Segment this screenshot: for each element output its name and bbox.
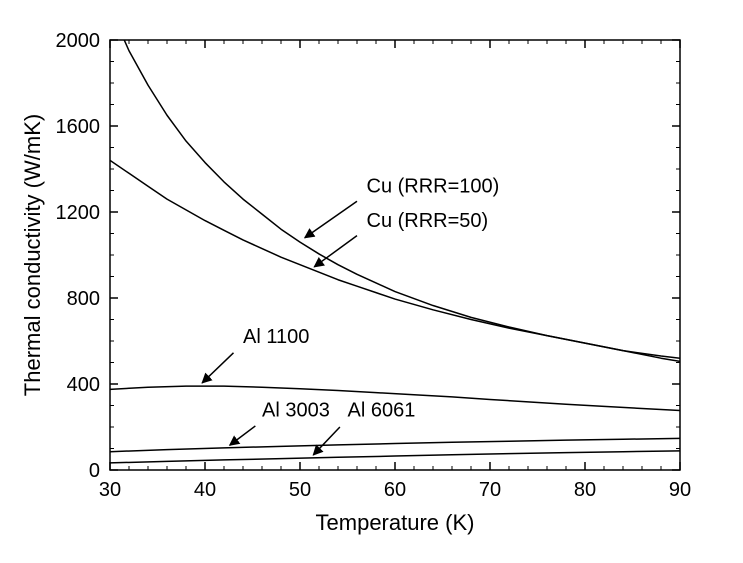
y-tick-label: 0 [89, 460, 100, 482]
y-tick-label: 1600 [56, 116, 101, 138]
x-axis-label: Temperature (K) [316, 510, 475, 535]
x-tick-label: 40 [194, 479, 216, 501]
x-tick-label: 50 [289, 479, 311, 501]
x-tick-label: 80 [574, 479, 596, 501]
annotation-label: Cu (RRR=50) [367, 210, 489, 232]
x-tick-label: 90 [669, 479, 691, 501]
y-tick-label: 800 [67, 288, 100, 310]
x-tick-label: 70 [479, 479, 501, 501]
y-tick-label: 1200 [56, 202, 101, 224]
x-tick-label: 60 [384, 479, 406, 501]
y-axis-label: Thermal conductivity (W/mK) [20, 114, 45, 396]
annotation-label: Al 6061 [348, 399, 416, 421]
y-tick-label: 2000 [56, 30, 101, 52]
thermal-conductivity-chart: 30 40 50 60 70 80 90 Temperature (K) 0 400 800 1200… [0, 0, 743, 563]
x-tick-label: 30 [99, 479, 121, 501]
annotation-label: Al 1100 [243, 326, 309, 348]
annotation-label: Al 3003 [262, 399, 330, 421]
annotation-label: Cu (RRR=100) [367, 176, 500, 198]
y-tick-label: 400 [67, 374, 100, 396]
